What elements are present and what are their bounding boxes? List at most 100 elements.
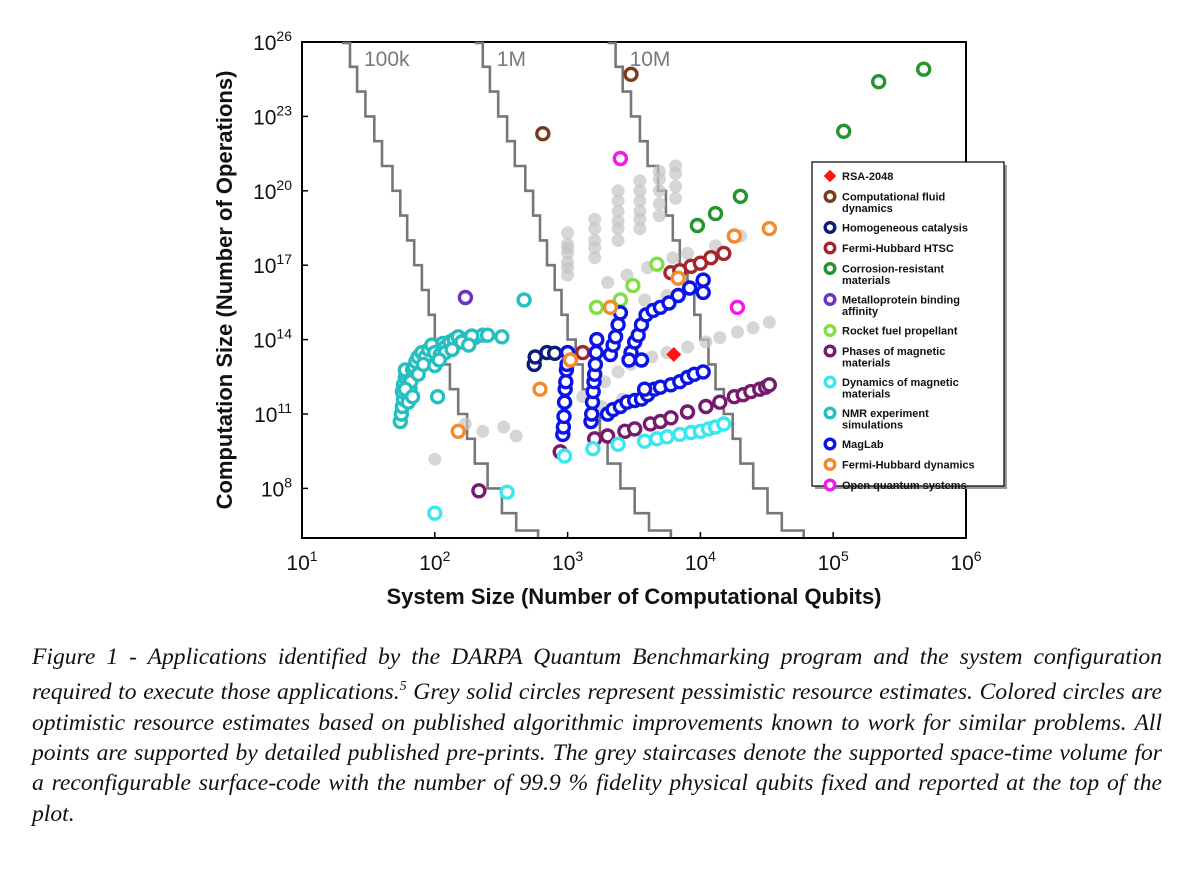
- legend-entry-dynamics-of-magnetic-materials: Dynamics of magnetic materials: [823, 375, 959, 401]
- point-dynamics-of-magnetic-materials: [499, 484, 515, 500]
- grey-point: [588, 212, 602, 226]
- point-maglab: [695, 272, 711, 288]
- series-maglab: [555, 272, 711, 443]
- point-fermi-hubbard-dynamics: [726, 228, 742, 244]
- legend-entry-computational-fluid-dynamics: Computational fluid dynamics: [823, 189, 945, 216]
- point-fermi-hubbard-dynamics: [562, 352, 579, 368]
- grey-point: [638, 293, 652, 307]
- point-maglab: [695, 284, 711, 301]
- point-maglab: [670, 287, 686, 304]
- legend-entry-homogeneous-catalysis: Homogeneous catalysis: [823, 220, 968, 235]
- point-dynamics-of-magnetic-materials: [585, 441, 601, 457]
- point-nmr-experiment-simulations: [429, 389, 446, 405]
- point-dynamics-of-magnetic-materials: [636, 433, 653, 449]
- figure-caption: Figure 1 - Applications identified by th…: [32, 642, 1162, 829]
- grey-point: [681, 246, 694, 260]
- point-rsa-2048: [666, 347, 682, 362]
- y-tick-label: 1026: [253, 28, 292, 55]
- point-fermi-hubbard-htsc: [575, 344, 591, 361]
- point-metalloprotein-binding-affinity: [457, 289, 474, 306]
- y-axis-ticks: 108 1011 1014 1017 1020 1023 1026: [253, 28, 308, 501]
- point-phases-of-magnetic-materials: [761, 377, 777, 393]
- grey-point: [681, 340, 694, 354]
- caption-text-2: Grey solid circles represent pessimistic…: [32, 679, 1162, 827]
- legend-label: Fermi-Hubbard dynamics: [842, 460, 975, 472]
- point-dynamics-of-magnetic-materials: [427, 505, 443, 521]
- point-rocket-fuel-propellant: [625, 277, 641, 294]
- caption-text-1: Applications identified by the DARPA Qua…: [32, 644, 1162, 706]
- grey-point: [428, 452, 442, 466]
- grey-point: [561, 255, 575, 269]
- legend-entry-fermi-hubbard-htsc: Fermi-Hubbard HTSC: [823, 241, 954, 255]
- point-computational-fluid-dynamics: [535, 125, 551, 142]
- legend-marker-phases-of-magnetic-materials: [823, 344, 837, 358]
- grey-point: [601, 276, 615, 289]
- legend-entry-maglab: MagLab: [823, 437, 884, 451]
- legend-label: Fermi-Hubbard HTSC: [842, 243, 954, 255]
- grey-point: [598, 375, 612, 389]
- y-tick-label: 1017: [253, 251, 292, 278]
- grey-point: [620, 268, 634, 282]
- grey-point: [699, 335, 713, 349]
- point-maglab: [589, 331, 605, 348]
- grey-point: [611, 194, 625, 208]
- point-maglab: [588, 344, 604, 361]
- legend-entry-corrosion-resistant-materials: Corrosion-resistant materials: [823, 262, 944, 287]
- point-maglab: [636, 381, 653, 397]
- staircase-label-10m: 10M: [630, 48, 671, 71]
- point-corrosion-resistant-materials: [836, 123, 852, 140]
- legend-label: Homogeneous catalysis: [842, 223, 968, 235]
- point-phases-of-magnetic-materials: [627, 421, 643, 437]
- y-tick-label: 1014: [253, 326, 292, 353]
- point-computational-fluid-dynamics: [623, 66, 639, 83]
- point-phases-of-magnetic-materials: [471, 483, 487, 499]
- point-phases-of-magnetic-materials: [712, 394, 728, 410]
- y-tick-label: 108: [261, 474, 292, 501]
- legend-marker-homogeneous-catalysis: [823, 220, 837, 234]
- legend-marker-fermi-hubbard-dynamics: [823, 458, 837, 472]
- x-axis-label: System Size (Number of Computational Qub…: [386, 584, 881, 609]
- y-tick-label: 1011: [254, 400, 292, 427]
- grey-point: [509, 429, 523, 443]
- point-phases-of-magnetic-materials: [599, 428, 616, 444]
- legend: RSA-2048 Computational fluid dynamics Homog…: [811, 161, 1007, 492]
- y-tick-label: 1023: [253, 102, 292, 129]
- point-maglab: [621, 352, 637, 368]
- point-phases-of-magnetic-materials: [698, 398, 714, 415]
- grey-point: [497, 420, 511, 434]
- point-dynamics-of-magnetic-materials: [556, 448, 573, 464]
- legend-box: [811, 161, 1005, 487]
- point-corrosion-resistant-materials: [732, 188, 749, 205]
- grey-point: [633, 184, 647, 198]
- point-nmr-experiment-simulations: [431, 352, 447, 368]
- point-fermi-hubbard-dynamics: [670, 270, 686, 286]
- legend-label: Computational fluid dynamics: [842, 192, 945, 216]
- grey-point: [652, 209, 666, 223]
- x-tick-label: 104: [685, 548, 716, 575]
- legend-entry-phases-of-magnetic-materials: Phases of magnetic materials: [823, 344, 945, 370]
- legend-marker-open-quantum-systems: [823, 478, 837, 492]
- x-tick-label: 102: [419, 548, 450, 575]
- legend-entry-rocket-fuel-propellant: Rocket fuel propellant: [823, 324, 958, 338]
- grey-point: [588, 251, 602, 265]
- grey-point: [652, 165, 666, 178]
- point-maglab: [633, 352, 650, 368]
- point-maglab: [607, 329, 624, 345]
- legend-marker-metalloprotein-binding-affinity: [823, 293, 837, 307]
- point-dynamics-of-magnetic-materials: [716, 416, 732, 432]
- grey-point: [588, 233, 602, 247]
- point-open-quantum-systems: [729, 299, 746, 315]
- point-maglab: [610, 317, 626, 333]
- grey-point: [588, 222, 602, 236]
- legend-entry-metalloprotein-binding-affinity: Metalloprotein binding affinity: [823, 293, 960, 319]
- grey-point: [669, 191, 683, 205]
- point-fermi-hubbard-htsc: [716, 245, 732, 262]
- x-tick-label: 105: [818, 548, 849, 575]
- staircase-label-100k: 100k: [364, 48, 410, 71]
- caption-reference: 5: [399, 679, 407, 695]
- point-corrosion-resistant-materials: [707, 205, 724, 222]
- point-fermi-hubbard-dynamics: [761, 220, 777, 237]
- point-corrosion-resistant-materials: [689, 217, 706, 234]
- grey-point: [669, 159, 683, 173]
- legend-label: Metalloprotein binding affinity: [842, 295, 960, 319]
